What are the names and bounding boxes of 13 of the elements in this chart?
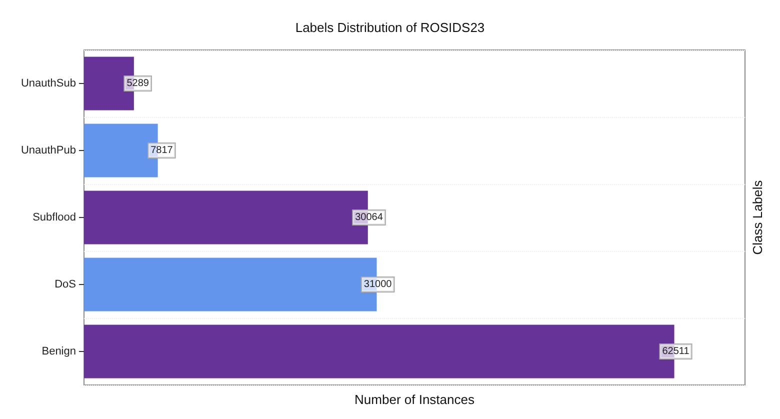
data-label: 31000 <box>364 279 392 290</box>
y-tick-label: DoS <box>54 278 76 290</box>
y-tick-label: UnauthPub <box>20 144 76 156</box>
x-axis-title: Number of Instances <box>354 392 475 407</box>
data-label: 5289 <box>126 78 150 89</box>
y-tick-label: Subflood <box>32 212 76 224</box>
data-label: 62511 <box>662 346 690 357</box>
y-tick-label: Benign <box>42 346 76 358</box>
text: Class Labels <box>750 180 765 255</box>
chart-title: Labels Distribution of ROSIDS23 <box>295 20 485 35</box>
data-label: 30064 <box>355 212 384 223</box>
data-label: 7817 <box>150 145 174 156</box>
y-tick-label: UnauthSub <box>20 78 76 90</box>
